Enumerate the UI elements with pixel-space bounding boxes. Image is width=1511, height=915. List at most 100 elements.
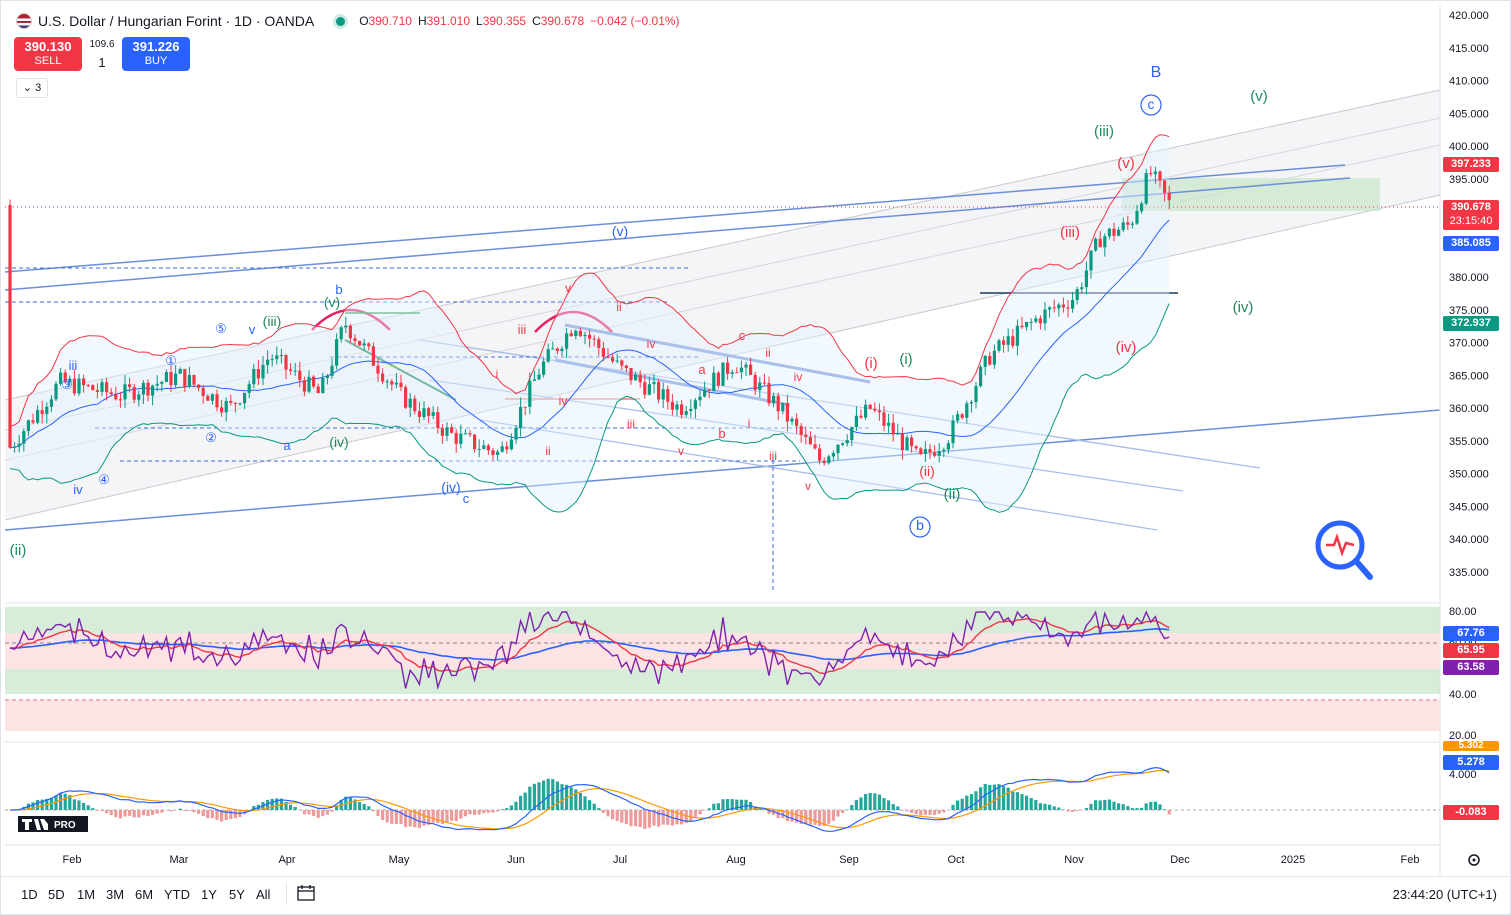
candle-body bbox=[132, 387, 136, 400]
range-ytd[interactable]: YTD bbox=[164, 887, 190, 902]
macd-hist-bar bbox=[284, 801, 288, 810]
timezone-clock[interactable]: 23:44:20 (UTC+1) bbox=[1392, 887, 1497, 902]
macd-hist-bar bbox=[689, 810, 693, 822]
range-1y[interactable]: 1Y bbox=[201, 887, 217, 902]
candle-body bbox=[1025, 321, 1029, 328]
macd-hist-bar bbox=[1002, 786, 1006, 810]
candle-body bbox=[302, 380, 306, 392]
candle-body bbox=[468, 433, 472, 435]
macd-hist-bar bbox=[933, 810, 937, 815]
calendar-goto-icon[interactable] bbox=[297, 885, 315, 901]
candle-body bbox=[224, 400, 228, 413]
candle-body bbox=[201, 387, 205, 396]
candle-body bbox=[808, 437, 812, 445]
candle-body bbox=[454, 432, 458, 444]
macd-hist-bar bbox=[459, 810, 463, 819]
macd-hist-bar bbox=[666, 810, 670, 825]
macd-hist-bar bbox=[1084, 808, 1088, 810]
macd-hist-bar bbox=[850, 804, 854, 810]
rsi-tick: 80.00 bbox=[1449, 606, 1477, 618]
macd-hist-bar bbox=[813, 810, 817, 825]
candle-body bbox=[284, 355, 288, 370]
candle-body bbox=[588, 334, 592, 339]
macd-hist-bar bbox=[491, 810, 495, 813]
candle-body bbox=[684, 411, 688, 415]
wave-label: v bbox=[249, 322, 256, 337]
candle-body bbox=[850, 427, 854, 441]
macd-pane[interactable] bbox=[5, 766, 1440, 832]
candle-body bbox=[422, 408, 426, 418]
candle-body bbox=[210, 394, 214, 401]
macd-hist-bar bbox=[1103, 799, 1107, 810]
candle-body bbox=[49, 399, 53, 407]
macd-hist-bar bbox=[146, 810, 150, 817]
macd-hist-bar bbox=[233, 810, 237, 819]
macd-hist-bar bbox=[118, 810, 122, 819]
macd-hist-bar bbox=[836, 810, 840, 817]
candle-body bbox=[197, 384, 201, 388]
range-3m[interactable]: 3M bbox=[106, 887, 125, 902]
macd-hist-bar bbox=[302, 810, 306, 815]
macd-hist-bar bbox=[818, 810, 822, 826]
chart-header: U.S. Dollar / Hungarian Forint · 1D · OA… bbox=[16, 12, 686, 30]
candle-body bbox=[183, 369, 187, 387]
macd-hist-bar bbox=[532, 783, 536, 810]
macd-hist-bar bbox=[1130, 808, 1134, 810]
macd-hist-bar bbox=[1006, 787, 1010, 810]
range-all[interactable]: All bbox=[256, 887, 271, 902]
range-6m[interactable]: 6M bbox=[135, 887, 154, 902]
settings-icon[interactable] bbox=[1468, 854, 1480, 866]
macd-hist-bar bbox=[86, 805, 90, 810]
time-axis[interactable]: Feb Mar Apr May Jun Jul Aug Sep Oct Nov Dec 2025 Feb bbox=[63, 854, 1420, 866]
wave-label: iv bbox=[647, 337, 656, 351]
macd-hist-bar bbox=[606, 810, 610, 817]
range-1d[interactable]: 1D bbox=[21, 887, 38, 902]
range-5d[interactable]: 5D bbox=[48, 887, 65, 902]
macd-hist-bar bbox=[210, 810, 214, 819]
macd-hist-bar bbox=[422, 810, 426, 826]
range-5y[interactable]: 5Y bbox=[229, 887, 245, 902]
macd-hist-bar bbox=[54, 795, 58, 810]
quantity-input[interactable]: 1 bbox=[98, 55, 106, 70]
macd-hist-bar bbox=[928, 810, 932, 815]
macd-hist-bar bbox=[859, 797, 863, 810]
macd-hist-bar bbox=[983, 784, 987, 810]
buy-button[interactable]: 391.226 BUY bbox=[122, 37, 190, 71]
candle-body bbox=[772, 395, 776, 404]
rsi-zone bbox=[5, 669, 1440, 694]
candle-body bbox=[408, 398, 412, 408]
macd-hist-bar bbox=[514, 801, 518, 810]
indicators-toggle[interactable]: ⌄ 3 bbox=[16, 78, 48, 98]
range-1m[interactable]: 1M bbox=[77, 887, 96, 902]
magnifier-icon[interactable] bbox=[1315, 520, 1373, 580]
macd-hist-bar bbox=[1034, 800, 1038, 810]
price-tick: 370.000 bbox=[1449, 338, 1489, 350]
rsi-pane[interactable] bbox=[5, 607, 1440, 731]
macd-hist-bar bbox=[224, 810, 228, 821]
macd-hist-bar bbox=[100, 810, 104, 812]
macd-hist-bar bbox=[841, 810, 845, 813]
candle-body bbox=[1167, 192, 1171, 201]
wave-label: (v) bbox=[612, 223, 628, 239]
macd-hist-bar bbox=[790, 810, 794, 822]
price-tick: 365.000 bbox=[1449, 370, 1489, 382]
sell-button[interactable]: 390.130 SELL bbox=[14, 37, 82, 71]
candle-body bbox=[160, 381, 164, 384]
candle-body bbox=[670, 401, 674, 410]
macd-hist-bar bbox=[882, 798, 886, 810]
symbol-title[interactable]: U.S. Dollar / Hungarian Forint · 1D · OA… bbox=[38, 13, 315, 29]
candle-body bbox=[693, 400, 697, 409]
candle-body bbox=[689, 408, 693, 412]
macd-hist-label: -0.083 bbox=[1443, 805, 1499, 820]
macd-hist-bar bbox=[77, 800, 81, 810]
candle-body bbox=[818, 448, 822, 461]
candle-body bbox=[1066, 307, 1070, 309]
price-axis[interactable]: 420.000 415.000 410.000 405.000 400.000 395.0… bbox=[1449, 10, 1489, 579]
candle-body bbox=[417, 411, 421, 418]
buy-label: BUY bbox=[144, 55, 168, 67]
time-tick: 2025 bbox=[1281, 854, 1305, 866]
candle-body bbox=[45, 406, 49, 415]
mid-band-label: 385.085 bbox=[1443, 236, 1499, 251]
